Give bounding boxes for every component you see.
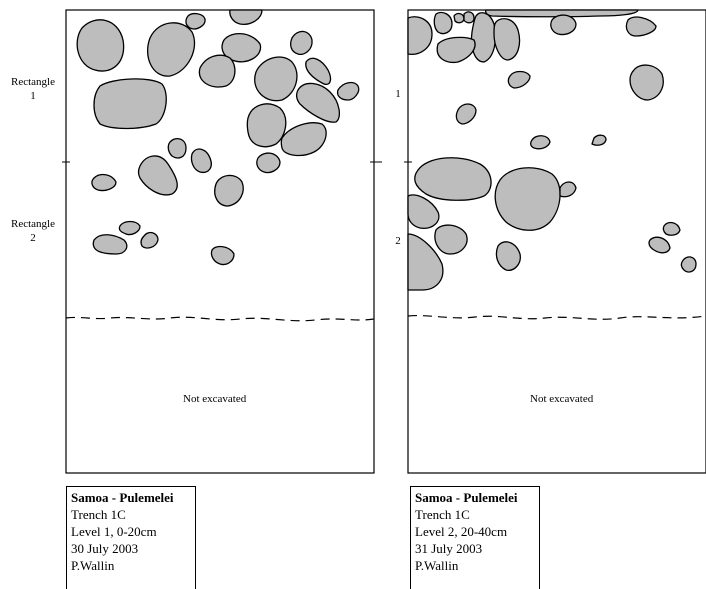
stone — [407, 16, 433, 55]
stone — [494, 167, 561, 231]
stone — [495, 241, 521, 271]
stone — [290, 30, 313, 56]
left-caption-box: Samoa - Pulemelei Trench 1C Level 1, 0-2… — [66, 486, 196, 589]
stone — [559, 181, 577, 198]
stone — [118, 220, 141, 236]
label-line: 2 — [30, 232, 36, 244]
stone — [591, 134, 607, 146]
stone — [407, 194, 440, 229]
stone — [463, 11, 475, 24]
stone — [434, 224, 468, 255]
stone — [336, 81, 360, 101]
stone — [530, 135, 551, 150]
stone — [680, 256, 697, 273]
caption-level: Level 2, 20-40cm — [415, 524, 508, 539]
right-caption-box: Samoa - Pulemelei Trench 1C Level 2, 20-… — [410, 486, 540, 589]
stone — [256, 152, 281, 174]
stone — [493, 18, 521, 61]
caption-level: Level 1, 0-20cm — [71, 524, 157, 539]
stone — [167, 137, 187, 159]
caption-date: 30 July 2003 — [71, 541, 139, 556]
stone — [414, 157, 492, 201]
stone — [662, 221, 681, 236]
stone — [93, 78, 167, 130]
left-plan-frame — [65, 9, 375, 474]
stone — [140, 231, 159, 249]
caption-date: 31 July 2003 — [415, 541, 483, 556]
stone — [185, 12, 206, 30]
right-stones — [407, 9, 697, 291]
stone — [146, 22, 196, 77]
left-excavation-limit — [65, 316, 375, 322]
stone — [210, 245, 235, 266]
left-not-excavated-label: Not excavated — [183, 393, 247, 405]
stone — [648, 236, 671, 254]
right-not-excavated-label: Not excavated — [530, 393, 594, 405]
stone — [296, 82, 341, 123]
stone — [470, 12, 497, 63]
caption-trench: Trench 1C — [71, 507, 126, 522]
stone — [507, 70, 531, 89]
stone — [453, 12, 465, 24]
label-line: Rectangle — [11, 218, 55, 230]
stone — [91, 173, 117, 192]
right-rectangle-1-label: 1 — [395, 88, 401, 100]
left-rectangle-1-label: Rectangle 1 — [6, 75, 60, 103]
stone — [137, 155, 178, 196]
left-rectangle-2-label: Rectangle 2 — [6, 217, 60, 245]
stone — [198, 54, 236, 88]
stone — [455, 103, 477, 125]
stone — [221, 33, 262, 63]
label-line: Rectangle — [11, 76, 55, 88]
right-excavation-limit — [407, 315, 706, 320]
stone — [214, 174, 244, 207]
caption-author: P.Wallin — [415, 558, 459, 573]
stone — [436, 36, 476, 64]
caption-trench: Trench 1C — [415, 507, 470, 522]
stone — [550, 14, 577, 36]
caption-title: Samoa - Pulemelei — [415, 490, 518, 505]
stone — [280, 122, 327, 157]
right-rectangle-2-label: 2 — [395, 235, 401, 247]
caption-author: P.Wallin — [71, 558, 115, 573]
left-stones — [76, 9, 360, 266]
stone — [190, 148, 212, 174]
stone — [76, 19, 125, 72]
stone — [246, 103, 287, 148]
label-line: 1 — [30, 90, 36, 102]
stone — [433, 11, 453, 35]
stone — [254, 56, 298, 102]
caption-title: Samoa - Pulemelei — [71, 490, 174, 505]
stone — [229, 9, 263, 25]
stone — [305, 57, 332, 86]
stone — [92, 234, 128, 255]
stone — [629, 64, 664, 101]
stone — [625, 16, 657, 37]
stone — [407, 233, 444, 291]
